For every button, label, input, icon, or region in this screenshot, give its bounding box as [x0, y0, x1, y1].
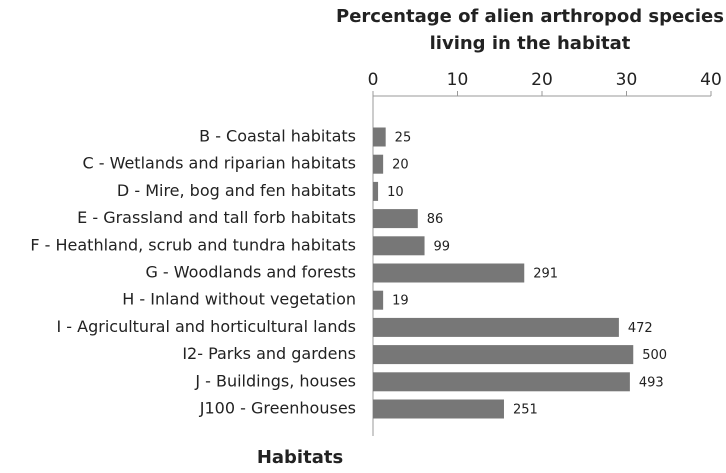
y-tick-label: H - Inland without vegetation	[122, 290, 356, 309]
y-tick-label: G - Woodlands and forests	[145, 263, 356, 282]
y-tick-label: I2- Parks and gardens	[182, 344, 356, 363]
x-tick-label: 0	[368, 70, 379, 90]
bar	[373, 399, 504, 419]
bar	[373, 209, 418, 229]
bar	[373, 345, 634, 365]
y-tick-label: J - Buildings, houses	[194, 371, 356, 390]
x-tick-label: 10	[447, 70, 469, 90]
count-label: 291	[533, 267, 558, 282]
y-tick-label: J100 - Greenhouses	[199, 399, 356, 418]
count-label: 493	[639, 375, 664, 390]
count-label: 20	[392, 158, 409, 173]
bar	[373, 236, 425, 256]
x-tick-label: 30	[616, 70, 638, 90]
bar	[373, 290, 384, 310]
bar	[373, 372, 630, 392]
count-label: 99	[434, 239, 451, 254]
y-tick-label: F - Heathland, scrub and tundra habitats	[30, 235, 356, 254]
y-tick-label: C - Wetlands and riparian habitats	[82, 154, 356, 173]
x-tick-label: 40	[700, 70, 722, 90]
y-tick-label: I - Agricultural and horticultural lands	[56, 317, 356, 336]
axis-title: Habitats	[257, 447, 343, 468]
chart-title: living in the habitat	[430, 33, 631, 54]
bar	[373, 263, 525, 283]
count-label: 19	[392, 294, 409, 309]
count-label: 25	[395, 131, 412, 146]
x-tick-label: 20	[531, 70, 553, 90]
count-label: 500	[642, 348, 667, 363]
y-tick-label: E - Grassland and tall forb habitats	[77, 208, 356, 227]
chart-title: Percentage of alien arthropod species	[336, 6, 724, 27]
count-label: 86	[427, 212, 444, 227]
bar	[373, 127, 386, 147]
bar	[373, 181, 379, 201]
y-tick-label: D - Mire, bog and fen habitats	[117, 181, 356, 200]
bar	[373, 317, 619, 337]
y-tick-label: B - Coastal habitats	[199, 127, 356, 146]
bar	[373, 154, 384, 174]
count-label: 251	[513, 403, 538, 418]
count-label: 472	[628, 321, 653, 336]
count-label: 10	[387, 185, 404, 200]
